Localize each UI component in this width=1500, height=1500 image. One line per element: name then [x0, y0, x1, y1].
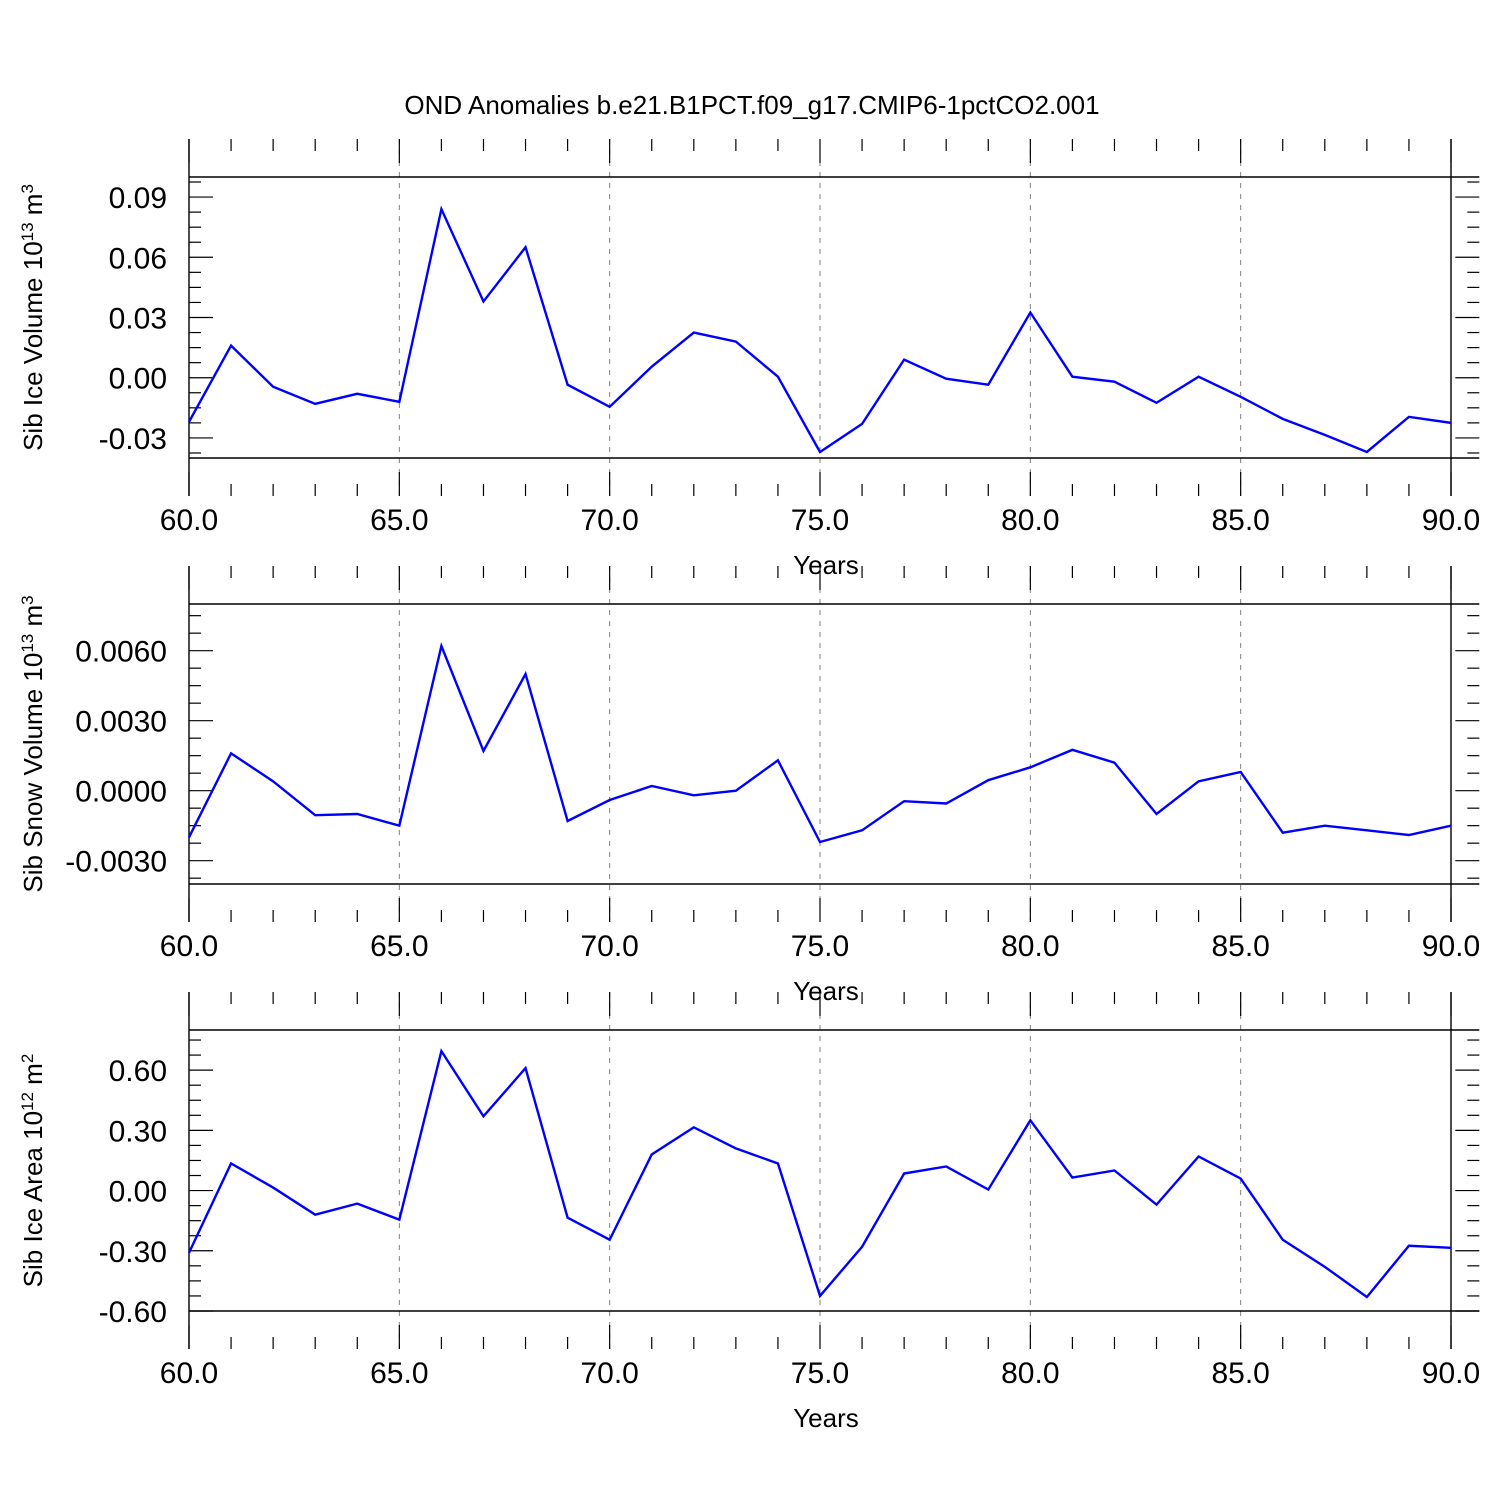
y-tick-label: -0.30 [99, 1236, 167, 1269]
y-tick-label: 0.00 [109, 1176, 167, 1209]
y-label-text: Sib Ice Volume 10 [18, 241, 48, 451]
y-label-superscript: 13 [18, 634, 37, 653]
y-label-text: Sib Ice Area 10 [18, 1111, 48, 1287]
x-tick-label: 85.0 [1211, 930, 1269, 963]
y-label-superscript: 3 [18, 184, 37, 193]
series-line [187, 1048, 1452, 1299]
figure-title: OND Anomalies b.e21.B1PCT.f09_g17.CMIP6-… [404, 90, 1099, 120]
x-tick-label: 65.0 [370, 930, 428, 963]
y-tick-label: -0.0030 [65, 846, 167, 879]
x-tick-label: 90.0 [1422, 930, 1480, 963]
y-label-superscript: 13 [18, 222, 37, 241]
y-label-superscript: 2 [18, 1054, 37, 1063]
y-tick-label: -0.60 [99, 1296, 167, 1329]
panel-1: 60.0 65.0 70.0 75.0 80.0 85.0 90.0 -0.03 0.00 0.0… [18, 139, 1480, 580]
x-tick-label: 60.0 [160, 504, 218, 537]
x-tick-label: 60.0 [160, 1357, 218, 1390]
y-tick-label: 0.0000 [75, 776, 167, 809]
x-tick-label: 85.0 [1211, 1357, 1269, 1390]
y-tick-label: 0.60 [109, 1055, 167, 1088]
y-label-text: m [18, 1063, 48, 1092]
x-tick-label: 70.0 [580, 1357, 638, 1390]
x-tick-label: 85.0 [1211, 504, 1269, 537]
y-tick-label: 0.06 [109, 242, 167, 275]
series-line [187, 642, 1452, 844]
panel-2: 60.0 65.0 70.0 75.0 80.0 85.0 90.0 -0.0030 0.000… [18, 566, 1480, 1006]
y-tick-label: 0.09 [109, 182, 167, 215]
y-tick-label: 0.03 [109, 303, 167, 336]
y-label-superscript: 3 [18, 595, 37, 604]
y-tick-label: -0.03 [99, 423, 167, 456]
y-axis-label: Sib Ice Area 1012 m2 [18, 1054, 48, 1288]
x-tick-label: 80.0 [1001, 1357, 1059, 1390]
y-axis-label: Sib Ice Volume 1013 m3 [18, 184, 48, 451]
panel-3: 60.0 65.0 70.0 75.0 80.0 85.0 90.0 -0.60 -0.30 0.… [18, 992, 1480, 1433]
x-tick-label: 70.0 [580, 504, 638, 537]
x-tick-label: 80.0 [1001, 504, 1059, 537]
y-label-superscript: 12 [18, 1092, 37, 1111]
x-tick-label: 60.0 [160, 930, 218, 963]
x-tick-label: 65.0 [370, 504, 428, 537]
x-tick-label: 90.0 [1422, 1357, 1480, 1390]
y-tick-label: 0.0060 [75, 636, 167, 669]
x-tick-label: 90.0 [1422, 504, 1480, 537]
x-axis-label: Years [793, 976, 859, 1006]
y-tick-label: 0.00 [109, 363, 167, 396]
x-tick-label: 75.0 [791, 930, 849, 963]
x-tick-label: 75.0 [791, 504, 849, 537]
x-axis-label: Years [793, 1403, 859, 1433]
series-line [187, 205, 1452, 454]
y-tick-label: 0.30 [109, 1115, 167, 1148]
x-tick-label: 75.0 [791, 1357, 849, 1390]
x-tick-label: 80.0 [1001, 930, 1059, 963]
y-tick-label: 0.0030 [75, 706, 167, 739]
y-label-text: m [18, 605, 48, 634]
x-tick-label: 65.0 [370, 1357, 428, 1390]
y-label-text: Sib Snow Volume 10 [18, 653, 48, 893]
panels: 60.0 65.0 70.0 75.0 80.0 85.0 90.0 -0.03 0.00 0.0… [18, 139, 1480, 1433]
y-axis-label: Sib Snow Volume 1013 m3 [18, 595, 48, 892]
x-tick-label: 70.0 [580, 930, 638, 963]
y-label-text: m [18, 194, 48, 223]
x-axis-label: Years [793, 550, 859, 580]
